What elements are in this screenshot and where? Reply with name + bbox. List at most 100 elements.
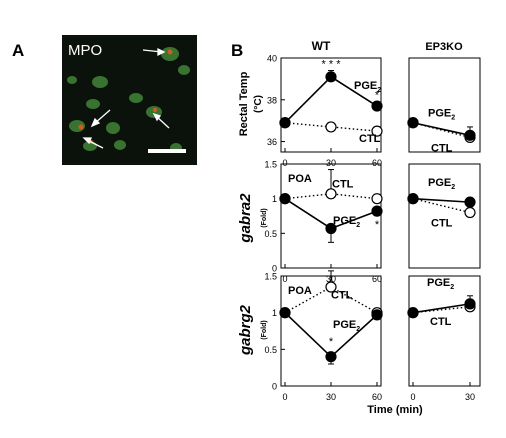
x-tick-label: 0 — [282, 392, 287, 402]
significance-annotation: * — [375, 219, 380, 231]
unit-label-gabra2: (Fold) — [261, 208, 268, 227]
x-tick-label: 30 — [465, 392, 475, 402]
y-tick-label: 36 — [267, 137, 277, 147]
region-label: POA — [288, 173, 312, 185]
data-point-pge2 — [325, 222, 337, 235]
column-title-ep3ko: EP3KO — [425, 41, 463, 53]
data-point-pge2 — [464, 196, 476, 208]
unit-label-gabrg2: (Fold) — [261, 320, 268, 339]
series-label-subscript: 2 — [356, 326, 360, 333]
series-label-pge2: PGE2 — [427, 277, 454, 291]
temp-ylabel-line1: Rectal Temp — [238, 71, 250, 136]
y-tick-label: 0.5 — [264, 345, 277, 355]
series-label-pge2: PGE2 — [333, 319, 360, 333]
data-point-pge2 — [371, 100, 383, 112]
data-point-pge2 — [325, 71, 337, 83]
x-tick-label: 30 — [326, 158, 336, 168]
temp-ylabel-line2: (°C) — [253, 95, 264, 113]
series-line-pge2 — [412, 121, 471, 137]
series-line-ctl — [284, 193, 378, 200]
data-point-ctl — [325, 281, 337, 293]
chart-panel-4: 0 0.5 1 1.5 0 30 60 POA CTL PGE2 * — [264, 270, 383, 402]
data-point-pge2 — [464, 129, 476, 141]
series-label-subscript: 2 — [377, 87, 381, 94]
series-label-subscript: 2 — [451, 114, 455, 121]
series-label-pge2: PGE2 — [428, 177, 455, 191]
series-line-ctl — [412, 197, 471, 214]
significance-annotation: * — [375, 90, 380, 102]
data-point-pge2 — [464, 298, 476, 310]
y-tick-label: 1.5 — [264, 160, 277, 170]
micrograph-label: MPO — [68, 42, 102, 59]
x-tick-label: 0 — [282, 274, 287, 284]
series-label-pge2: PGE2 — [428, 107, 455, 121]
series-label-ctl: CTL — [359, 133, 381, 145]
series-label-ctl: CTL — [331, 290, 353, 302]
data-point-pge2 — [325, 351, 337, 363]
chart-panel-3: CTL PGE2 — [407, 163, 481, 269]
chart-panel-0: 36 38 40 0 30 60 CTL PGE2 * * * * — [267, 54, 383, 168]
data-point-pge2 — [279, 307, 291, 319]
data-point-ctl — [371, 193, 383, 205]
x-axis-label: Time (min) — [367, 404, 423, 416]
data-point-pge2 — [407, 193, 419, 205]
series-label-subscript: 2 — [451, 184, 455, 191]
y-tick-label: 0.5 — [264, 229, 277, 239]
data-point-pge2 — [407, 117, 419, 129]
series-label-ctl: CTL — [332, 179, 354, 191]
panel-a-letter: A — [12, 41, 24, 60]
y-tick-label: 0 — [272, 382, 277, 392]
series-line-pge2 — [412, 303, 471, 314]
series-label-pge2: PGE2 — [333, 215, 360, 229]
x-tick-label: 60 — [372, 158, 382, 168]
x-tick-label: 30 — [326, 392, 336, 402]
series-line-ctl — [284, 122, 378, 132]
micrograph-arrows — [82, 47, 170, 149]
data-point-ctl — [464, 206, 476, 219]
series-label-ctl: CTL — [431, 218, 453, 230]
plot-frame — [408, 275, 481, 387]
y-tick-label: 1 — [272, 194, 277, 204]
micrograph-mpo: MPO — [62, 35, 197, 165]
series-line-ctl — [412, 306, 471, 314]
series-label-ctl: CTL — [431, 142, 453, 154]
chart-panel-5: 0 30 CTL PGE2 — [407, 275, 481, 402]
x-tick-label: 60 — [372, 274, 382, 284]
panel-b-letter: B — [231, 41, 243, 60]
plot-frame — [408, 57, 481, 153]
chart-panel-1: CTL PGE2 — [407, 57, 481, 154]
y-tick-label: 40 — [267, 54, 277, 64]
series-line-pge2 — [284, 312, 378, 358]
series-line-ctl — [412, 122, 471, 139]
data-point-pge2 — [279, 193, 291, 205]
y-tick-label: 1.5 — [264, 272, 277, 282]
significance-annotation: * * * — [322, 58, 342, 70]
y-tick-label: 0 — [272, 264, 277, 274]
x-tick-label: 60 — [372, 392, 382, 402]
x-tick-label: 0 — [410, 392, 415, 402]
plot-frame — [408, 163, 481, 269]
gene-label-gabrg2: gabrg2 — [237, 304, 254, 356]
scale-bar — [148, 149, 186, 153]
data-point-ctl — [325, 188, 337, 200]
region-label: POA — [288, 285, 312, 297]
gene-label-gabra2: gabra2 — [237, 193, 254, 244]
data-point-ctl — [371, 125, 383, 137]
series-label-subscript: 2 — [356, 222, 360, 229]
series-label-pge2: PGE2 — [354, 80, 381, 94]
significance-annotation: * — [329, 336, 334, 348]
series-label-ctl: CTL — [430, 316, 452, 328]
column-title-wt: WT — [312, 39, 331, 53]
y-tick-label: 38 — [267, 95, 277, 105]
series-label-subscript: 2 — [450, 284, 454, 291]
data-point-pge2 — [407, 307, 419, 319]
y-tick-label: 1 — [272, 308, 277, 318]
x-tick-label: 0 — [282, 158, 287, 168]
data-point-pge2 — [279, 117, 291, 129]
data-point-pge2 — [371, 309, 383, 321]
data-point-ctl — [325, 121, 337, 133]
data-point-pge2 — [371, 205, 383, 217]
